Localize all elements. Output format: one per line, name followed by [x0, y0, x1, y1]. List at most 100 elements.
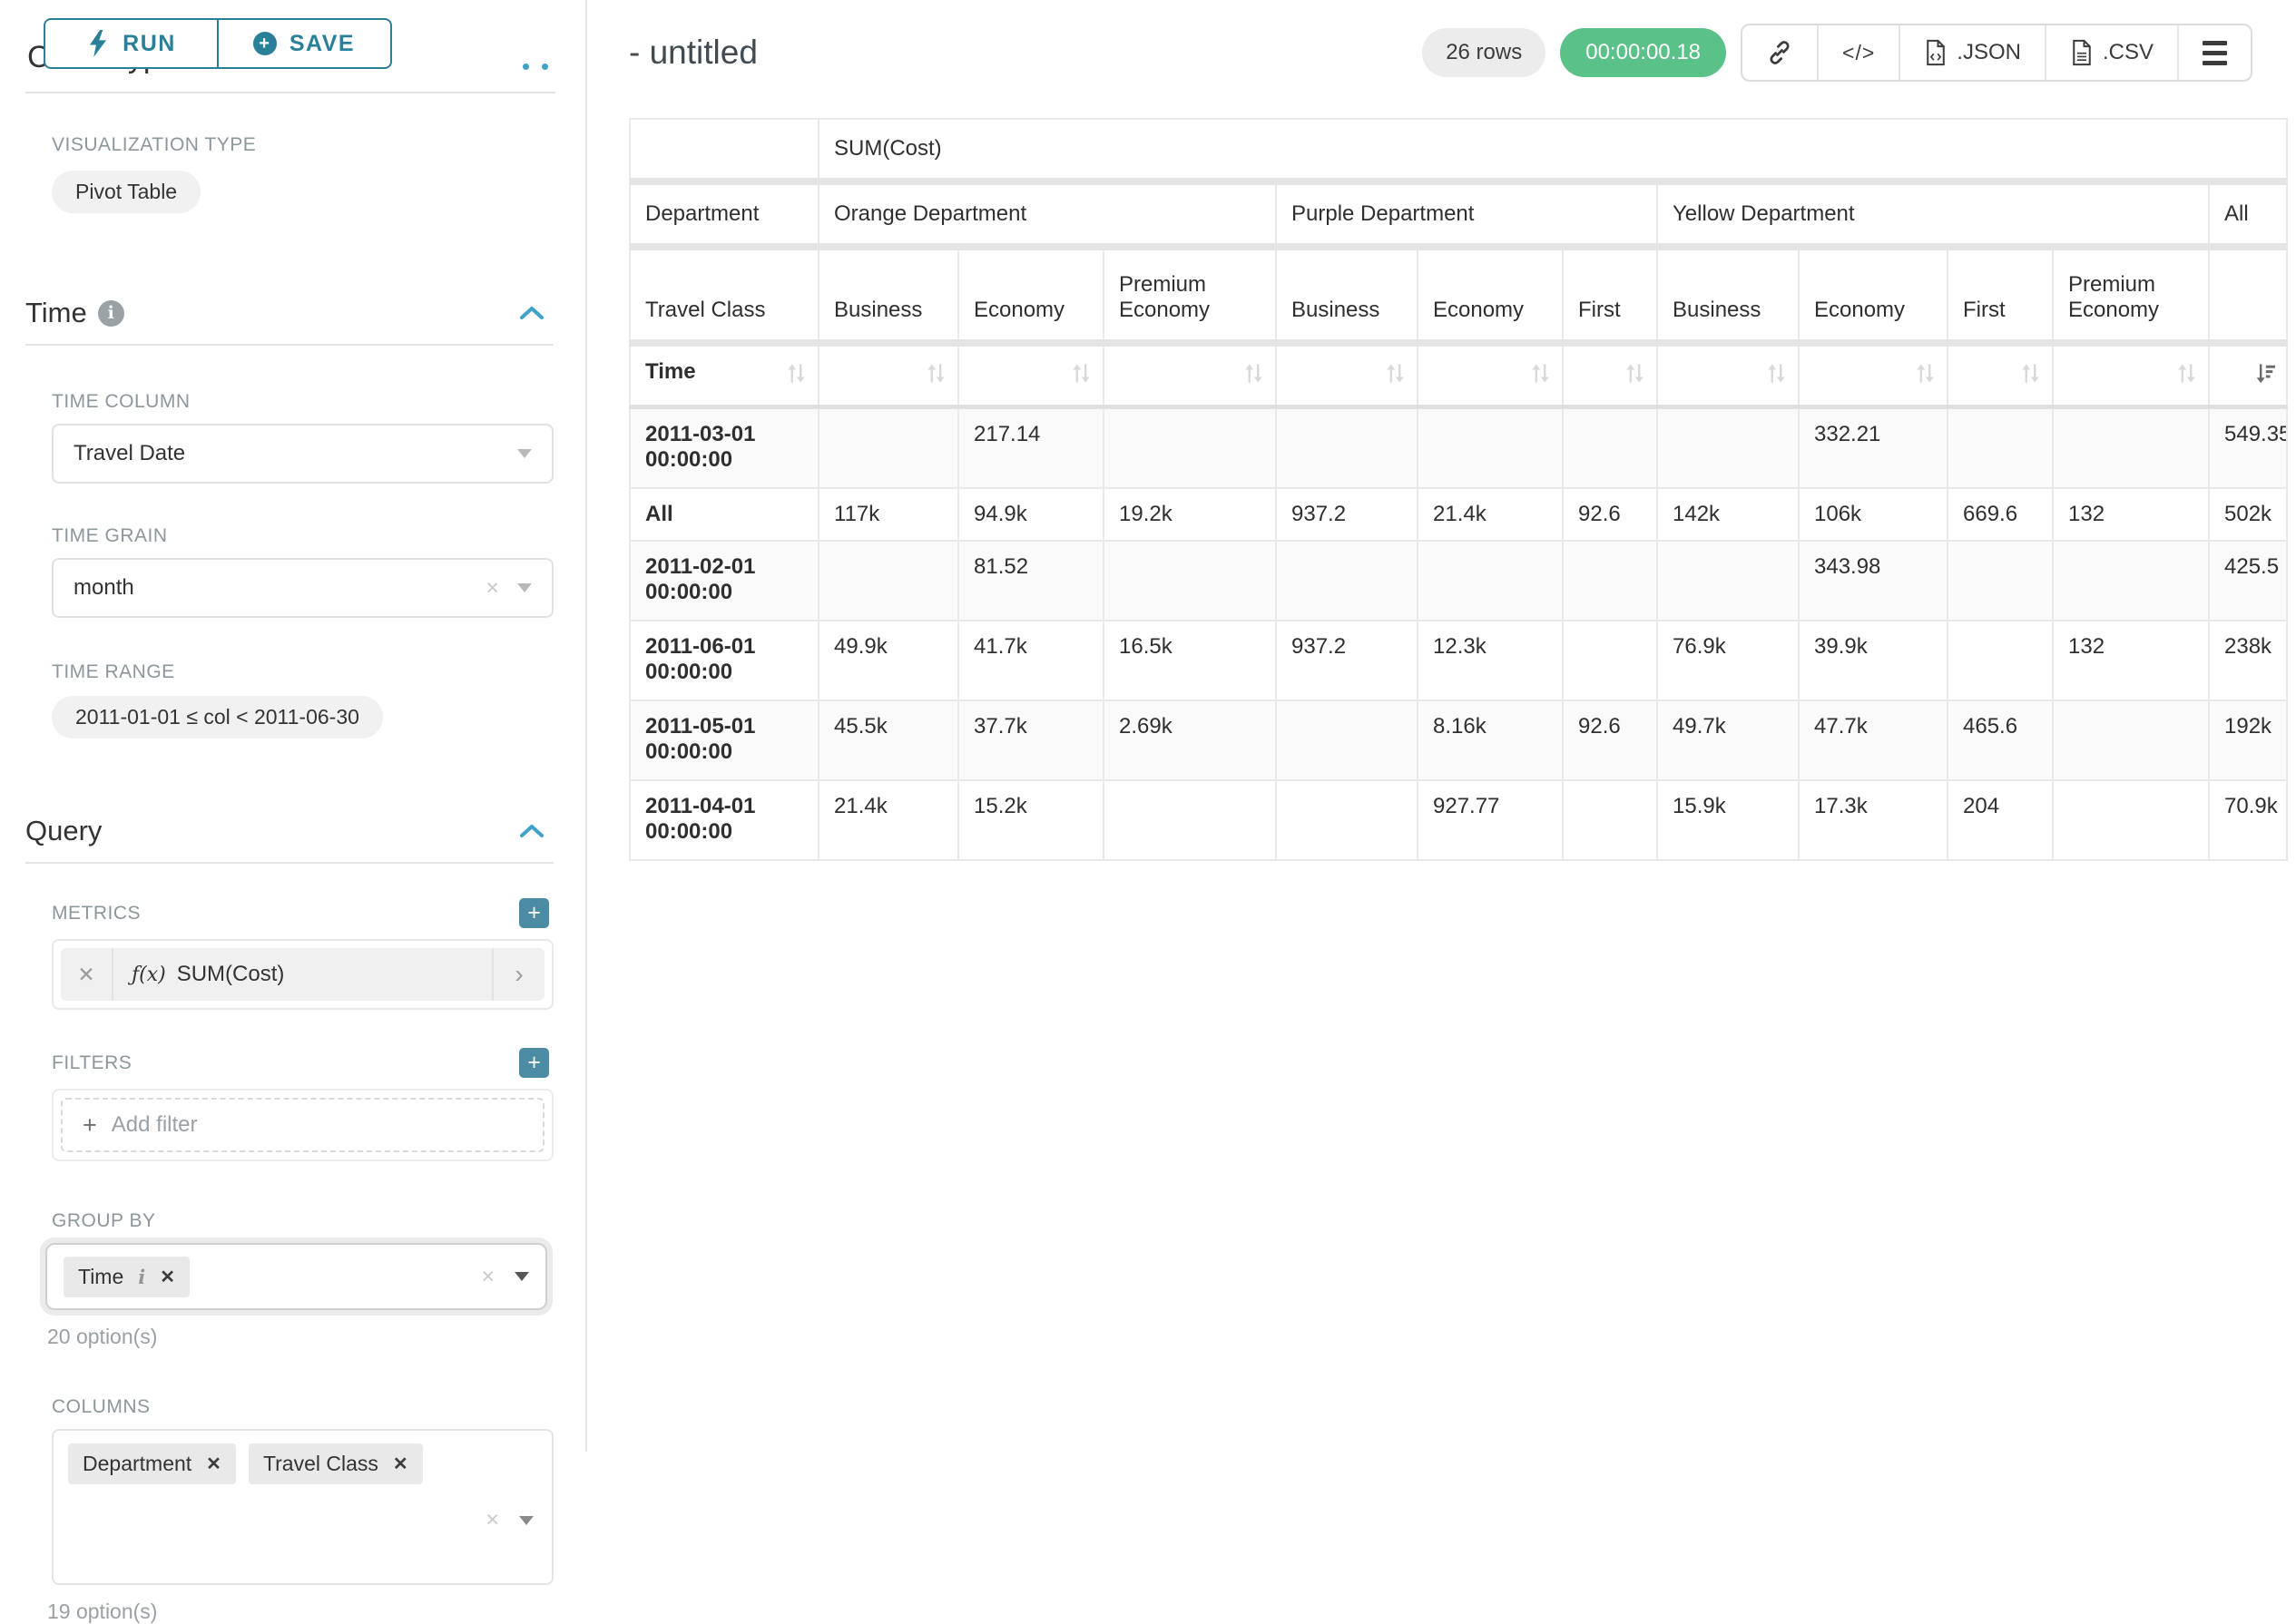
metric-header-row: SUM(Cost) — [630, 119, 2287, 181]
sort-icon[interactable] — [1383, 361, 1408, 392]
sort-icon[interactable] — [784, 361, 809, 392]
value-cell: 132 — [2053, 488, 2209, 541]
tag-travel-class[interactable]: Travel Class✕ — [249, 1443, 423, 1484]
caret-down-icon[interactable] — [517, 583, 532, 592]
value-cell — [1276, 541, 1418, 621]
value-cell: 92.6 — [1563, 700, 1657, 780]
value-cell: 21.4k — [819, 780, 958, 860]
columns-select[interactable]: Department✕ Travel Class✕ × — [52, 1429, 554, 1585]
clear-x-icon[interactable]: × — [486, 1509, 499, 1531]
sort-icon[interactable] — [924, 361, 948, 392]
travel-class-header: Business — [1657, 247, 1799, 343]
row-header: 2011-04-01 00:00:00 — [630, 780, 819, 860]
sort-icon[interactable] — [1913, 361, 1938, 392]
sort-row: Time — [630, 343, 2287, 407]
value-cell — [2053, 780, 2209, 860]
value-cell: 15.2k — [958, 780, 1104, 860]
remove-tag-icon[interactable]: ✕ — [160, 1266, 175, 1288]
clear-x-icon[interactable]: × — [481, 1266, 495, 1288]
info-icon[interactable]: i — [98, 300, 124, 327]
file-json-icon — [1924, 39, 1948, 66]
sort-cell — [1799, 343, 1948, 407]
value-cell: 94.9k — [958, 488, 1104, 541]
value-cell: 12.3k — [1418, 621, 1563, 700]
col-axis-header: Travel Class — [630, 247, 819, 343]
caret-down-icon[interactable] — [517, 449, 532, 458]
value-cell: 142k — [1657, 488, 1799, 541]
group-by-option-count: 20 option(s) — [47, 1325, 585, 1349]
tag-department[interactable]: Department✕ — [68, 1443, 236, 1484]
caret-down-icon[interactable] — [519, 1516, 534, 1525]
time-grain-label: TIME GRAIN — [52, 525, 585, 547]
pivot-table-container: SUM(Cost)DepartmentOrange DepartmentPurp… — [589, 82, 2296, 861]
add-filter-button[interactable]: + — [519, 1048, 549, 1078]
travel-class-header: Premium Economy — [1104, 247, 1276, 343]
value-cell: 19.2k — [1104, 488, 1276, 541]
value-cell — [1563, 541, 1657, 621]
sort-icon[interactable] — [1069, 361, 1094, 392]
remove-tag-icon[interactable]: ✕ — [393, 1453, 408, 1475]
value-cell: 117k — [819, 488, 958, 541]
drag-grip-icon[interactable] — [523, 64, 548, 70]
time-range-pill[interactable]: 2011-01-01 ≤ col < 2011-06-30 — [52, 696, 383, 739]
row-header: All — [630, 488, 819, 541]
sort-cell — [1104, 343, 1276, 407]
sort-icon[interactable] — [2018, 361, 2043, 392]
menu-button[interactable] — [2177, 25, 2251, 80]
export-csv-button[interactable]: .CSV — [2045, 25, 2177, 80]
sort-desc-icon[interactable] — [2252, 361, 2277, 392]
chevron-up-icon[interactable] — [518, 304, 545, 322]
pivot-table: SUM(Cost)DepartmentOrange DepartmentPurp… — [629, 118, 2288, 861]
view-query-button[interactable]: </> — [1817, 25, 1899, 80]
time-sort-header: Time — [630, 343, 819, 407]
code-icon: </> — [1842, 41, 1875, 65]
tag-time[interactable]: Timei✕ — [64, 1257, 190, 1297]
chevron-up-icon[interactable] — [518, 822, 545, 840]
sort-icon[interactable] — [1623, 361, 1647, 392]
value-cell — [1563, 407, 1657, 489]
value-cell — [1948, 621, 2053, 700]
value-cell: 47.7k — [1799, 700, 1948, 780]
time-section-title: Time — [25, 297, 87, 329]
file-csv-icon — [2070, 39, 2094, 66]
travel-class-header: Economy — [1799, 247, 1948, 343]
value-cell — [2053, 541, 2209, 621]
add-metric-button[interactable]: + — [519, 898, 549, 928]
remove-metric-icon[interactable]: ✕ — [61, 948, 113, 1001]
sort-icon[interactable] — [2174, 361, 2199, 392]
table-row: 2011-06-01 00:00:0049.9k41.7k16.5k937.21… — [630, 621, 2287, 700]
share-link-button[interactable] — [1742, 25, 1817, 80]
viz-type-pill[interactable]: Pivot Table — [52, 171, 201, 213]
value-cell: 204 — [1948, 780, 2053, 860]
clear-x-icon[interactable]: × — [486, 577, 499, 600]
group-by-select[interactable]: Timei✕ × — [45, 1243, 547, 1310]
time-grain-select[interactable]: month × — [52, 558, 554, 618]
time-column-select[interactable]: Travel Date — [52, 424, 554, 484]
travel-class-header — [2209, 247, 2287, 343]
chart-panel: - untitled 26 rows 00:00:00.18 </> — [589, 0, 2296, 1452]
row-count-badge: 26 rows — [1422, 28, 1545, 77]
metrics-container: ✕ ƒ(x) SUM(Cost) › — [52, 939, 554, 1010]
query-section-header: Query — [25, 815, 545, 847]
value-cell: 549.35 — [2209, 407, 2287, 489]
run-button[interactable]: RUN — [44, 18, 219, 69]
sort-icon[interactable] — [1764, 361, 1789, 392]
sort-icon[interactable] — [1528, 361, 1553, 392]
table-row: 2011-03-01 00:00:00217.14332.21549.35 — [630, 407, 2287, 489]
value-cell: 669.6 — [1948, 488, 2053, 541]
export-json-button[interactable]: .JSON — [1899, 25, 2045, 80]
save-button[interactable]: + SAVE — [217, 18, 392, 69]
export-button-group: </> .JSON .CSV — [1741, 24, 2252, 82]
metric-pill[interactable]: ✕ ƒ(x) SUM(Cost) › — [61, 948, 545, 1001]
value-cell — [1104, 780, 1276, 860]
department-group-header: All — [2209, 181, 2287, 247]
info-icon[interactable]: i — [138, 1266, 145, 1288]
chevron-right-icon[interactable]: › — [492, 948, 545, 1001]
value-cell: 49.9k — [819, 621, 958, 700]
value-cell: 937.2 — [1276, 488, 1418, 541]
remove-tag-icon[interactable]: ✕ — [206, 1453, 221, 1475]
add-filter-dropzone[interactable]: + Add filter — [61, 1098, 545, 1152]
sort-icon[interactable] — [1241, 361, 1266, 392]
caret-down-icon[interactable] — [515, 1272, 529, 1281]
table-row: 2011-05-01 00:00:0045.5k37.7k2.69k8.16k9… — [630, 700, 2287, 780]
